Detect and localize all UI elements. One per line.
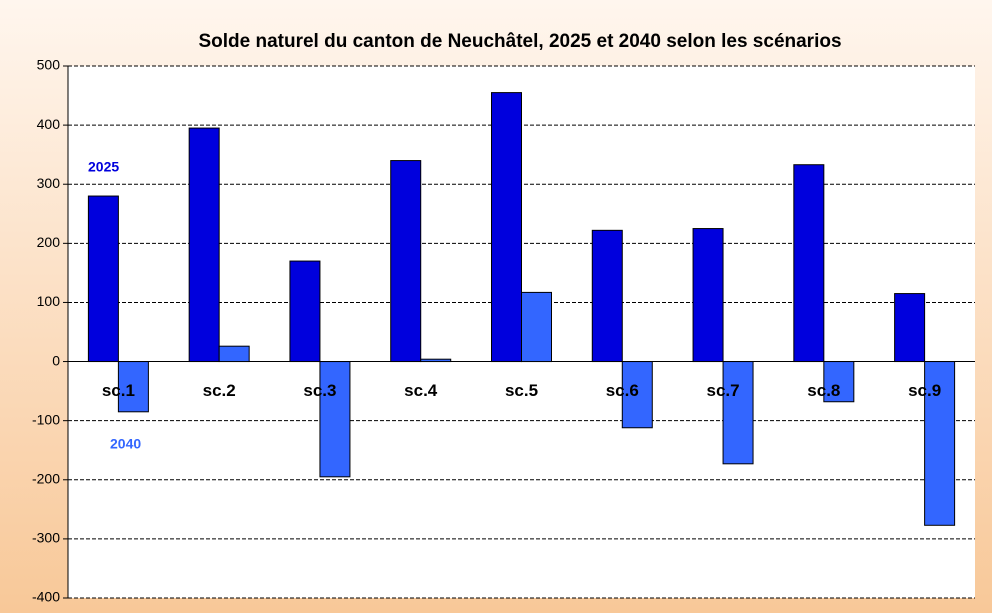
bar [188,127,220,363]
x-tick-label: sc.3 [303,381,336,400]
bar [420,358,452,363]
y-tick-label: -100 [32,411,60,427]
bar [491,92,522,363]
bar [319,361,351,478]
y-tick-label: 100 [37,293,61,309]
bar [722,361,754,465]
y-tick-label: 0 [52,352,60,368]
bar [521,291,552,363]
y-tick-label: -300 [32,530,60,546]
bar [894,293,926,363]
bar [692,228,724,363]
bar [218,345,250,363]
y-tick-label: 500 [37,57,61,73]
x-tick-label: sc.6 [606,381,639,400]
bar [117,361,149,413]
x-tick-label: sc.9 [908,381,941,400]
bar [591,229,623,363]
chart-title: Solde naturel du canton de Neuchâtel, 20… [198,31,841,52]
bar [390,160,422,363]
x-tick-label: sc.8 [807,381,840,400]
bar [87,195,119,363]
bar [621,361,653,429]
y-tick-label: 400 [37,116,61,132]
y-tick-label: -400 [32,589,60,605]
bar [793,164,825,363]
x-tick-label: sc.7 [707,381,740,400]
x-tick-label: sc.2 [203,381,236,400]
bar [924,361,956,526]
x-tick-label: sc.4 [404,381,438,400]
bar [823,361,855,403]
series-label: 2025 [88,159,119,175]
y-tick-label: 300 [37,175,61,191]
x-tick-label: sc.5 [505,381,538,400]
series-label: 2040 [110,436,141,452]
y-tick-label: 200 [37,234,61,250]
y-tick-label: -200 [32,470,60,486]
bar [289,260,321,363]
x-tick-label: sc.1 [102,381,135,400]
